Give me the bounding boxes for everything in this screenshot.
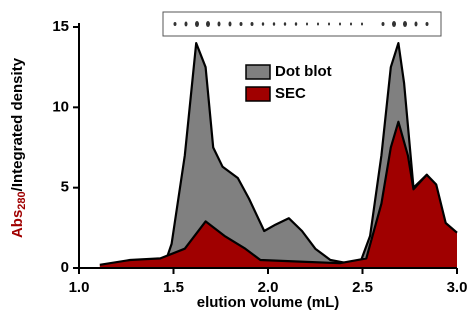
y-axis-label: Abs280/Integrated density [9, 57, 28, 238]
dot-blot-strip [163, 12, 441, 36]
legend-swatch [246, 87, 270, 101]
legend-label: SEC [275, 85, 306, 102]
y-tick-label: 15 [52, 18, 69, 35]
x-tick-label: 2.0 [258, 279, 279, 296]
x-tick-label: 3.0 [447, 279, 468, 296]
legend-label: Dot blot [275, 63, 332, 80]
y-label-main: Abs [9, 210, 26, 238]
y-tick-label: 10 [52, 98, 69, 115]
legend-swatch [246, 65, 270, 79]
x-tick-label: 2.5 [352, 279, 373, 296]
y-tick-label: 5 [61, 179, 69, 196]
y-label-subscript: 280 [16, 191, 28, 209]
x-tick-label: 1.0 [69, 279, 90, 296]
x-axis-label: elution volume (mL) [197, 294, 340, 311]
y-tick-label: 0 [61, 259, 69, 276]
y-label-rest: /Integrated density [9, 57, 26, 191]
x-tick-label: 1.5 [163, 279, 184, 296]
chart: Abs280/Integrated density elution volume… [0, 0, 473, 322]
